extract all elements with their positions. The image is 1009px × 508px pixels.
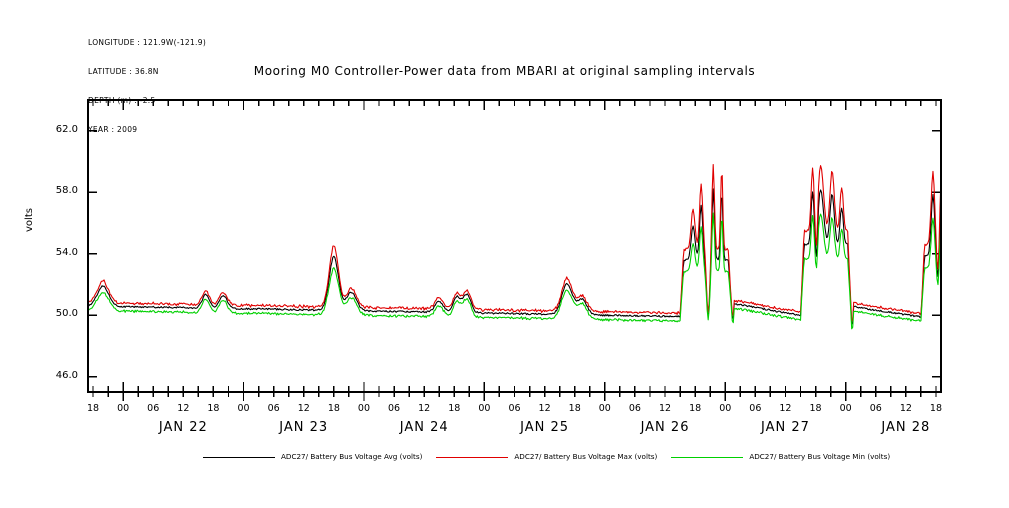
legend-label-avg: ADC27/ Battery Bus Voltage Avg (volts) [281, 452, 423, 461]
metadata-latitude: LATITUDE : 36.8N [88, 66, 159, 76]
chart-title: Mooring M0 Controller-Power data from MB… [253, 64, 756, 78]
x-axis-hour-label: 18 [86, 403, 100, 414]
legend-swatch-min [671, 457, 744, 458]
x-axis-hour-label: 12 [418, 403, 431, 414]
x-axis-hour-label: 00 [839, 403, 852, 414]
x-axis-hour-label: 12 [538, 403, 551, 414]
x-axis-hour-label: 18 [929, 403, 943, 414]
x-axis-hour-label: 18 [327, 403, 340, 414]
legend-swatch-max [436, 457, 509, 458]
legend-label-min: ADC27/ Battery Bus Voltage Min (volts) [749, 452, 891, 461]
y-axis-tick-label: 50.0 [55, 308, 78, 320]
x-axis-hour-label: 12 [899, 403, 912, 414]
x-axis-day-label: JAN 26 [640, 420, 690, 435]
x-axis-hour-label: 12 [779, 403, 792, 414]
y-axis-tick-label: 46.0 [55, 369, 78, 381]
x-axis-hour-label: 00 [478, 403, 491, 414]
x-axis-hour-label: 00 [117, 403, 130, 414]
x-axis-day-label: JAN 27 [760, 420, 810, 435]
x-axis-hour-label: 06 [869, 403, 882, 414]
x-axis-hour-label: 12 [658, 403, 672, 414]
x-axis-hour-label: 06 [749, 403, 762, 414]
y-axis-tick-label: 54.0 [55, 246, 78, 258]
series-line-max [89, 163, 940, 322]
plot-frame [87, 99, 942, 393]
x-axis-hour-label: 00 [719, 403, 732, 414]
x-axis-hour-label: 00 [237, 403, 250, 414]
x-axis-day-label: JAN 24 [399, 420, 449, 435]
x-axis-hour-label: 18 [809, 403, 822, 414]
legend-label-max: ADC27/ Battery Bus Voltage Max (volts) [514, 452, 658, 461]
x-axis-day-label: JAN 28 [881, 420, 931, 435]
x-axis-hour-label: 06 [147, 403, 160, 414]
series-line-avg [89, 188, 940, 325]
x-axis-hour-label: 18 [689, 403, 702, 414]
series-line-min [89, 212, 940, 330]
x-axis-day-label: JAN 22 [158, 420, 208, 435]
x-axis-hour-label: 06 [628, 403, 641, 414]
x-axis-hour-label: 06 [267, 403, 280, 414]
x-axis-hour-label: 18 [568, 403, 581, 414]
x-axis-hour-label: 00 [357, 403, 371, 414]
y-axis-tick-label: 58.0 [55, 185, 78, 197]
metadata-year: YEAR : 2009 [88, 124, 138, 134]
y-axis-tick-label: 62.0 [55, 123, 78, 135]
x-axis-hour-label: 12 [177, 403, 190, 414]
x-axis-hour-label: 18 [448, 403, 461, 414]
x-axis-day-label: JAN 25 [520, 420, 570, 435]
x-axis-hour-label: 06 [388, 403, 401, 414]
x-axis-hour-label: 18 [207, 403, 220, 414]
legend-swatch-avg [203, 457, 275, 458]
x-axis-hour-label: 12 [297, 403, 310, 414]
x-axis-hour-label: 06 [508, 403, 521, 414]
x-axis-day-label: JAN 23 [279, 420, 329, 435]
x-axis-hour-label: 00 [598, 403, 611, 414]
metadata-longitude: LONGITUDE : 121.9W(-121.9) [88, 38, 207, 48]
